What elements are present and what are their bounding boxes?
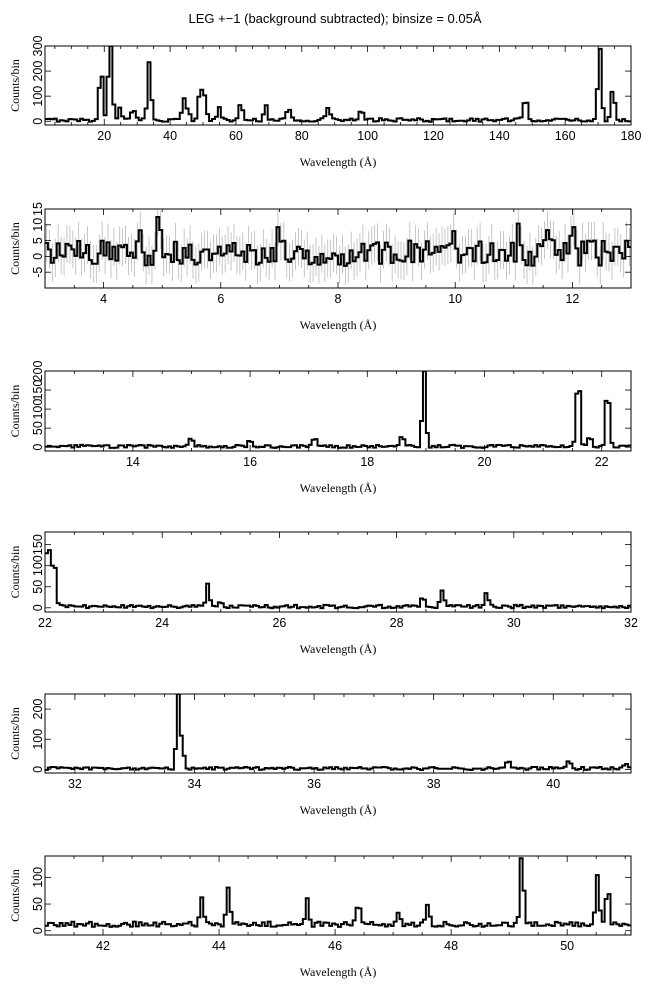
panel-data	[45, 209, 631, 285]
x-tick-label: 44	[212, 939, 226, 953]
x-tick-label: 32	[68, 777, 82, 791]
x-tick-label: 30	[507, 616, 521, 630]
x-tick-label: 120	[423, 129, 444, 143]
spectrum-series-line	[45, 549, 631, 610]
y-tick-label: 100	[31, 399, 45, 420]
x-tick-label: 60	[229, 129, 243, 143]
panel-data	[45, 371, 631, 449]
panel-1: 20 40 60 80 100 120 140 160 180 0 100 200 300 Wavelen…	[8, 36, 641, 169]
spectrum-series-line	[45, 216, 631, 267]
spectrum-series-line	[45, 371, 631, 449]
x-axis-title: Wavelength (Å)	[300, 155, 377, 169]
figure-title: LEG +−1 (background subtracted); binsize…	[188, 11, 481, 26]
y-axis-title: Counts/bin	[8, 222, 22, 275]
panel-data	[45, 549, 631, 610]
y-tick-label: 50	[31, 897, 45, 911]
panel-data	[45, 857, 631, 928]
y-axis-title: Counts/bin	[8, 707, 22, 760]
y-tick-label: 0	[31, 444, 45, 451]
y-axis-title: Counts/bin	[8, 59, 22, 112]
x-tick-label: 4	[100, 292, 107, 306]
x-tick-label: 28	[390, 616, 404, 630]
x-tick-label: 12	[565, 292, 579, 306]
panel-frame	[44, 855, 632, 936]
y-tick-label: 50	[31, 580, 45, 594]
panel-data	[45, 46, 631, 123]
spectrum-series-line	[45, 46, 631, 123]
x-tick-label: 46	[328, 939, 342, 953]
x-tick-label: 36	[307, 777, 321, 791]
x-tick-label: 20	[97, 129, 111, 143]
panel-frame	[44, 370, 632, 452]
x-axis-title: Wavelength (Å)	[300, 481, 377, 495]
y-tick-label: 15	[31, 202, 45, 216]
y-tick-label: 5	[31, 237, 45, 244]
y-axis-title: Counts/bin	[8, 869, 22, 922]
x-tick-label: 38	[427, 777, 441, 791]
x-tick-label: 140	[489, 129, 510, 143]
x-tick-label: 22	[38, 616, 52, 630]
y-tick-label: 0	[31, 766, 45, 773]
x-axis-title: Wavelength (Å)	[300, 803, 377, 817]
x-tick-label: 26	[272, 616, 286, 630]
y-axis-title: Counts/bin	[8, 385, 22, 438]
y-tick-label: 10	[31, 218, 45, 232]
x-tick-label: 24	[155, 616, 169, 630]
x-tick-label: 48	[444, 939, 458, 953]
x-tick-label: 20	[478, 455, 492, 469]
panel-frame	[44, 693, 632, 774]
panel-data	[45, 694, 631, 771]
y-tick-label: 300	[31, 36, 45, 57]
y-tick-label: 200	[31, 699, 45, 720]
panel-frame	[44, 531, 632, 613]
y-tick-label: 100	[31, 867, 45, 888]
y-tick-label: 200	[31, 61, 45, 82]
x-tick-label: 160	[555, 129, 576, 143]
x-tick-label: 50	[560, 939, 574, 953]
x-tick-label: 40	[546, 777, 560, 791]
x-tick-label: 22	[595, 455, 609, 469]
y-tick-label: 100	[31, 555, 45, 576]
x-tick-label: 100	[357, 129, 378, 143]
spectrum-series-line	[45, 694, 631, 771]
x-axis-title: Wavelength (Å)	[300, 318, 377, 332]
panel-2: 4 6 8 10 12 -5 0 5 10 15 Wavelength (Å) Counts/bin	[8, 202, 632, 332]
x-tick-label: 16	[243, 455, 257, 469]
x-tick-label: 42	[96, 939, 110, 953]
x-tick-label: 6	[217, 292, 224, 306]
spectrum-panels: 20 40 60 80 100 120 140 160 1800100200300Wavelen…	[8, 36, 641, 979]
x-tick-label: 14	[126, 455, 140, 469]
panel-5: 32 34 36 38 40 0 100 200 Wavelength (Å) Counts/bi…	[8, 693, 632, 817]
panel-frame	[44, 45, 632, 126]
x-axis-title: Wavelength (Å)	[300, 642, 377, 656]
y-tick-label: 0	[31, 604, 45, 611]
x-tick-label: 80	[295, 129, 309, 143]
y-axis-title: Counts/bin	[8, 546, 22, 599]
y-tick-label: 150	[31, 380, 45, 401]
x-tick-label: 40	[163, 129, 177, 143]
y-tick-label: 100	[31, 86, 45, 107]
y-tick-label: 0	[31, 927, 45, 934]
y-tick-label: 0	[31, 118, 45, 125]
x-tick-label: 32	[624, 616, 638, 630]
spectrum-series-line	[45, 857, 631, 928]
y-tick-label: 100	[31, 729, 45, 750]
x-tick-label: 18	[360, 455, 374, 469]
y-tick-label: -5	[31, 267, 45, 278]
x-tick-label: 10	[448, 292, 462, 306]
x-tick-label: 180	[621, 129, 642, 143]
x-axis-title: Wavelength (Å)	[300, 965, 377, 979]
x-tick-label: 8	[335, 292, 342, 306]
panel-frame	[44, 208, 632, 289]
y-tick-label: 50	[31, 421, 45, 435]
panel-6: 42 44 46 48 50 0 50 100 Wavelength (Å) Counts/bin	[8, 855, 632, 979]
y-tick-label: 0	[31, 253, 45, 260]
x-tick-label: 34	[188, 777, 202, 791]
y-tick-label: 150	[31, 534, 45, 555]
y-tick-label: 200	[31, 361, 45, 382]
